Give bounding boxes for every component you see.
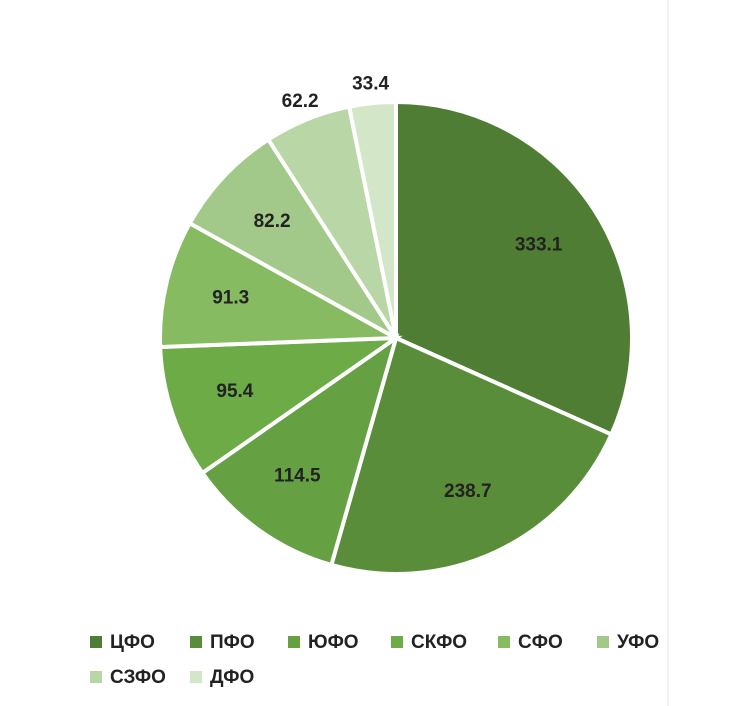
data-label: 114.5: [274, 465, 321, 486]
legend-label: СЗФО: [110, 667, 166, 688]
pie-slice: [158, 220, 404, 350]
pie-slice: [158, 335, 403, 476]
data-label: 91.3: [212, 288, 249, 309]
legend-swatch: [597, 636, 609, 648]
legend-label: ДФО: [210, 667, 254, 688]
pie-slice: [199, 333, 400, 568]
legend-swatch: [90, 671, 102, 683]
legend-label: УФО: [617, 632, 659, 653]
legend-swatch: [190, 671, 202, 683]
data-label: 95.4: [216, 381, 253, 402]
data-label: 33.4: [352, 73, 389, 94]
legend-label: СКФО: [411, 632, 467, 653]
pie-slice: [394, 99, 634, 438]
legend-label: СФО: [518, 632, 563, 653]
legend-swatch: [288, 636, 300, 648]
data-label: 82.2: [254, 211, 291, 232]
legend-label: ПФО: [210, 632, 255, 653]
data-label: 333.1: [515, 235, 563, 256]
legend-label: ЦФО: [110, 632, 155, 653]
data-label: 238.7: [444, 481, 492, 502]
legend-swatch: [90, 636, 102, 648]
data-label: 62.2: [282, 91, 319, 112]
pie-slice: [187, 136, 398, 340]
pie-slice: [346, 99, 398, 339]
legend-label: ЮФО: [308, 632, 359, 653]
pie-slice: [328, 335, 615, 576]
legend-swatch: [391, 636, 403, 648]
legend-swatch: [190, 636, 202, 648]
legend-swatch: [498, 636, 510, 648]
